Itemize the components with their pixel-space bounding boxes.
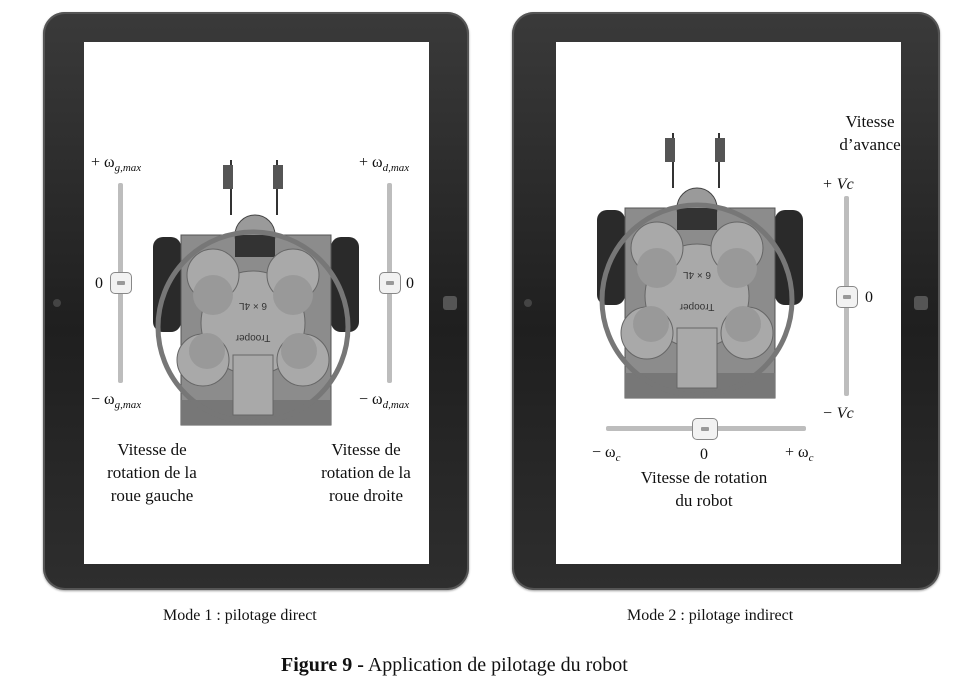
forward-speed-max-label: + Vc: [822, 176, 854, 193]
right-wheel-slider-thumb[interactable]: [379, 272, 401, 294]
robot-illustration-1: 6 × 4L Trooper: [153, 160, 359, 426]
rotation-speed-max-label: + ωc: [785, 444, 814, 465]
left-wheel-description: Vitesse de rotation de la roue gauche: [107, 440, 197, 505]
home-button-icon[interactable]: [914, 296, 928, 310]
right-wheel: [331, 237, 359, 332]
robot-label-brand: Trooper: [679, 301, 714, 312]
right-zero-label: 0: [406, 275, 414, 292]
forward-speed-min-label: − Vc: [822, 405, 854, 422]
left-zero-label: 0: [95, 275, 103, 292]
figure-number: Figure 9 -: [281, 654, 364, 676]
robot-label-size: 6 × 4L: [683, 269, 712, 280]
right-wheel-description: Vitesse de rotation de la roue droite: [321, 440, 411, 505]
home-button-icon[interactable]: [443, 296, 457, 310]
rotation-speed-description: Vitesse de rotation du robot: [640, 468, 768, 510]
right-min-label: − ωd,max: [359, 391, 410, 412]
rotation-speed-min-label: − ωc: [592, 444, 621, 465]
figure-caption: Figure 9 - Application de pilotage du ro…: [281, 654, 628, 677]
left-wheel-slider-thumb[interactable]: [110, 272, 132, 294]
figure-text: Application de pilotage du robot: [363, 654, 628, 676]
mode-1-caption: Mode 1 : pilotage direct: [163, 607, 317, 624]
camera-icon: [53, 299, 61, 307]
forward-speed-title: Vitesse d’avance: [839, 112, 901, 154]
rotation-speed-zero-label: 0: [700, 446, 708, 463]
left-min-label: − ωg,max: [91, 391, 142, 412]
robot-label-brand: Trooper: [235, 332, 270, 343]
forward-speed-slider-thumb[interactable]: [836, 286, 858, 308]
robot-illustration-2: 6 × 4L Trooper: [597, 133, 803, 399]
mode-2-caption: Mode 2 : pilotage indirect: [627, 607, 794, 624]
forward-speed-zero-label: 0: [865, 289, 873, 306]
robot-label-size: 6 × 4L: [239, 300, 268, 311]
rotation-speed-slider-thumb[interactable]: [692, 418, 718, 440]
camera-icon: [524, 299, 532, 307]
right-max-label: + ωd,max: [359, 154, 410, 175]
bumper-ring: [155, 229, 351, 425]
left-max-label: + ωg,max: [91, 154, 142, 175]
